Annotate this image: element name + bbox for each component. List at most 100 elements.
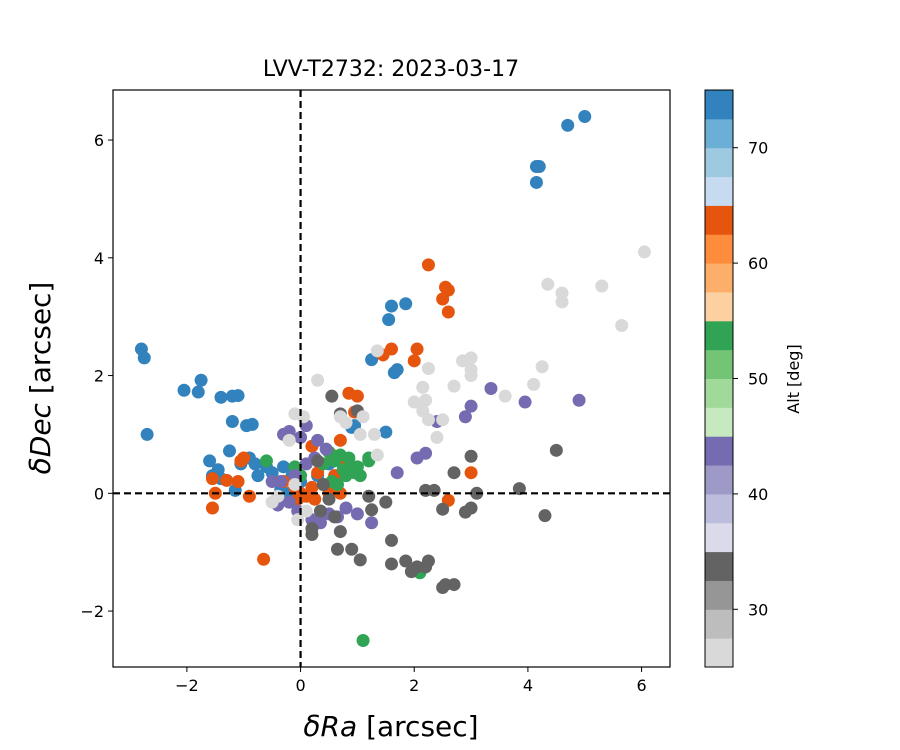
data-point <box>265 475 279 489</box>
colorbar-bin <box>705 234 733 264</box>
data-point <box>353 553 367 567</box>
reference-lines <box>113 90 670 667</box>
x-tick-label: 2 <box>409 676 419 695</box>
y-axis-label-symbol: δDec <box>24 402 57 474</box>
data-point <box>430 430 444 444</box>
data-point <box>231 475 245 489</box>
data-point <box>305 480 319 494</box>
colorbar-bin <box>705 205 733 235</box>
data-point <box>277 460 291 474</box>
data-point <box>379 495 393 509</box>
colorbar-bin <box>705 522 733 553</box>
data-point <box>251 469 265 483</box>
colorbar-bin <box>705 176 733 206</box>
y-axis: −2 0 2 4 6 <box>80 131 113 621</box>
colorbar-label: Alt [deg] <box>784 344 803 413</box>
data-point <box>615 319 629 333</box>
data-point <box>538 509 552 523</box>
data-point <box>407 354 421 368</box>
x-tick-label: 4 <box>523 676 533 695</box>
colorbar-bin <box>705 378 733 408</box>
x-axis-label: δRa [arcsec] <box>303 710 478 743</box>
colorbar-bin <box>705 436 733 466</box>
data-point <box>205 472 219 486</box>
data-point <box>333 525 347 539</box>
data-point <box>331 477 345 491</box>
data-point <box>419 393 433 407</box>
data-point <box>416 380 430 394</box>
data-point <box>555 295 569 309</box>
data-point <box>356 634 370 648</box>
colorbar-bin <box>705 638 733 668</box>
x-tick-label: 6 <box>636 676 646 695</box>
data-point <box>419 483 433 497</box>
colorbar-bin <box>705 609 733 639</box>
x-tick-label: −2 <box>175 676 199 695</box>
data-point <box>436 413 450 427</box>
data-point <box>595 279 609 293</box>
data-point <box>561 118 575 132</box>
chart-title: LVV-T2732: 2023-03-17 <box>263 57 519 82</box>
data-point <box>498 389 512 403</box>
data-point <box>436 502 450 516</box>
data-point <box>311 433 325 447</box>
data-point <box>325 389 339 403</box>
data-point <box>578 109 592 123</box>
data-point <box>382 313 396 327</box>
data-point <box>637 245 651 259</box>
data-point <box>248 457 262 471</box>
data-point <box>322 492 336 506</box>
data-point <box>410 342 424 356</box>
colorbar-bin <box>705 263 733 293</box>
data-point <box>313 504 327 518</box>
data-point <box>410 451 424 465</box>
colorbar-tick-label: 40 <box>748 485 768 504</box>
data-point <box>234 454 248 468</box>
data-point <box>350 507 364 521</box>
data-point <box>436 581 450 595</box>
colorbar-tick-label: 60 <box>748 254 768 273</box>
data-point <box>512 482 526 496</box>
colorbar-bin <box>705 493 733 524</box>
x-axis: −2 0 2 4 6 <box>175 667 647 695</box>
data-point <box>385 533 398 547</box>
colorbar: 30 40 50 60 70 <box>704 89 768 668</box>
data-point <box>529 175 543 189</box>
data-point <box>365 516 379 530</box>
data-point <box>282 433 296 447</box>
data-point <box>365 503 379 517</box>
colorbar-bin <box>705 580 733 610</box>
data-point <box>299 457 313 471</box>
data-point <box>231 389 245 403</box>
data-point <box>288 477 302 491</box>
data-point <box>242 489 256 503</box>
data-point <box>194 373 208 387</box>
data-point <box>333 433 347 447</box>
data-point <box>441 305 455 319</box>
data-point <box>316 477 330 491</box>
data-point <box>225 414 239 428</box>
data-point <box>220 473 234 487</box>
data-point <box>245 417 259 431</box>
data-point <box>518 395 532 409</box>
colorbar-bin <box>705 407 733 437</box>
colorbar-tick-label: 70 <box>748 139 768 158</box>
y-axis-label-unit: [arcsec] <box>24 282 57 403</box>
data-point <box>407 395 421 409</box>
data-point <box>311 454 325 468</box>
data-point <box>191 385 205 399</box>
data-point <box>331 542 345 556</box>
data-point <box>177 383 191 397</box>
data-point <box>353 427 367 441</box>
data-point <box>464 369 478 383</box>
data-point <box>527 377 541 391</box>
data-point <box>421 361 435 375</box>
data-point <box>333 410 347 424</box>
data-point <box>447 466 461 480</box>
colorbar-bin <box>705 118 733 149</box>
data-point <box>464 399 478 413</box>
y-tick-label: 4 <box>94 249 104 268</box>
data-point <box>140 427 154 441</box>
data-point <box>339 501 353 515</box>
